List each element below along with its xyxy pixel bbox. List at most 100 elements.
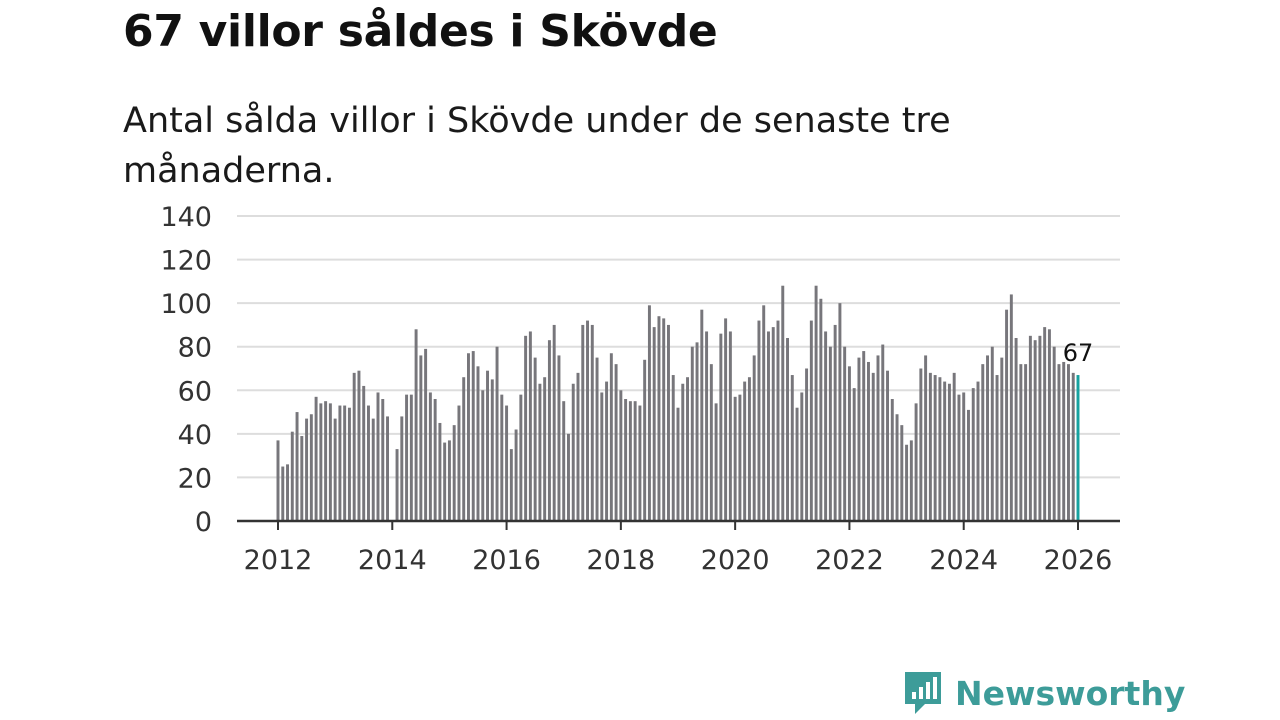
bar-56	[543, 377, 547, 521]
bar-98	[743, 381, 747, 521]
bar-12	[333, 418, 337, 521]
chart-subtitle: Antal sålda villor i Skövde under de sen…	[123, 101, 951, 191]
bar-11	[328, 403, 332, 521]
bar-106	[781, 285, 785, 521]
bar-120	[847, 366, 851, 521]
bar-164	[1057, 364, 1061, 521]
bar-156	[1019, 364, 1023, 521]
bar-160	[1038, 335, 1042, 521]
bar-33	[433, 399, 437, 521]
bar-15	[347, 407, 351, 521]
bar-87	[690, 346, 694, 521]
bar-152	[1000, 357, 1004, 521]
bar-7	[309, 414, 313, 521]
bar-53	[528, 331, 532, 521]
bar-122	[857, 357, 861, 521]
bar-14	[343, 405, 347, 521]
bar-22	[381, 399, 385, 521]
bar-118	[838, 303, 842, 521]
bar-51	[519, 394, 523, 521]
bar-102	[762, 305, 766, 521]
bar-2	[286, 464, 289, 521]
bar-110	[800, 392, 804, 521]
y-tick-label-80: 80	[178, 333, 212, 364]
bar-70	[609, 353, 613, 521]
bar-67	[595, 357, 599, 521]
bar-68	[600, 392, 604, 521]
bar-81	[662, 318, 666, 521]
bar-0	[276, 440, 280, 521]
bar-47	[500, 394, 504, 521]
bar-17	[357, 370, 361, 521]
x-tick-label-2016: 2016	[472, 545, 541, 576]
bar-32	[428, 392, 432, 521]
bar-115	[824, 331, 828, 521]
bar-88	[695, 342, 699, 521]
bar-145	[967, 409, 970, 521]
bar-140	[943, 381, 947, 521]
bar-157	[1024, 364, 1028, 521]
bar-116	[828, 346, 832, 521]
y-tick-label-0: 0	[195, 507, 212, 538]
bar-29	[414, 329, 418, 521]
bar-133	[909, 440, 913, 521]
data-label-latest: 67	[1063, 339, 1094, 367]
bar-79	[652, 327, 656, 521]
bar-30	[419, 355, 423, 521]
bar-99	[747, 377, 751, 521]
bar-135	[919, 368, 923, 521]
bar-66	[590, 324, 594, 521]
bar-82	[667, 324, 670, 521]
bar-148	[981, 364, 985, 521]
bar-77	[643, 359, 647, 521]
bar-134	[914, 403, 918, 521]
bar-119	[843, 346, 847, 521]
bar-18	[362, 385, 366, 521]
bar-149	[986, 355, 989, 521]
bars	[276, 285, 1080, 521]
bar-49	[509, 449, 513, 521]
bar-112	[809, 320, 813, 521]
bar-13	[338, 405, 342, 521]
bar-163	[1052, 346, 1056, 521]
bar-123	[862, 351, 866, 521]
bar-138	[933, 375, 937, 521]
bar-95	[728, 331, 732, 521]
bar-64	[581, 324, 585, 521]
bar-4	[295, 412, 299, 521]
bar-46	[495, 346, 499, 521]
bar-73	[624, 399, 628, 521]
bar-107	[786, 338, 789, 521]
bar-104	[771, 327, 775, 521]
x-tick-label-2012: 2012	[244, 545, 313, 576]
bar-57	[547, 340, 551, 521]
bar-151	[995, 375, 999, 521]
y-tick-label-120: 120	[160, 246, 212, 277]
bar-155	[1014, 338, 1018, 521]
bar-89	[700, 309, 704, 521]
page-title: 67 villor såldes i Skövde	[123, 6, 718, 57]
bar-144	[962, 392, 966, 521]
bar-20	[371, 418, 375, 521]
bar-94	[724, 318, 728, 521]
bar-59	[557, 355, 561, 521]
bar-91	[709, 364, 713, 521]
bar-109	[795, 407, 799, 521]
bar-6	[305, 418, 309, 521]
bar-103	[767, 331, 770, 521]
bar-125	[871, 372, 875, 521]
bar-142	[952, 372, 956, 521]
bar-16	[352, 372, 356, 521]
bar-26	[400, 416, 404, 521]
bar-21	[376, 392, 380, 521]
bar-96	[733, 396, 737, 521]
bar-9	[319, 403, 323, 521]
bar-42	[476, 366, 480, 521]
bar-19	[367, 405, 370, 521]
bar-105	[776, 320, 780, 521]
bar-58	[552, 324, 556, 521]
bar-93	[719, 333, 723, 521]
bar-150	[990, 346, 994, 521]
bar-141	[947, 383, 951, 521]
